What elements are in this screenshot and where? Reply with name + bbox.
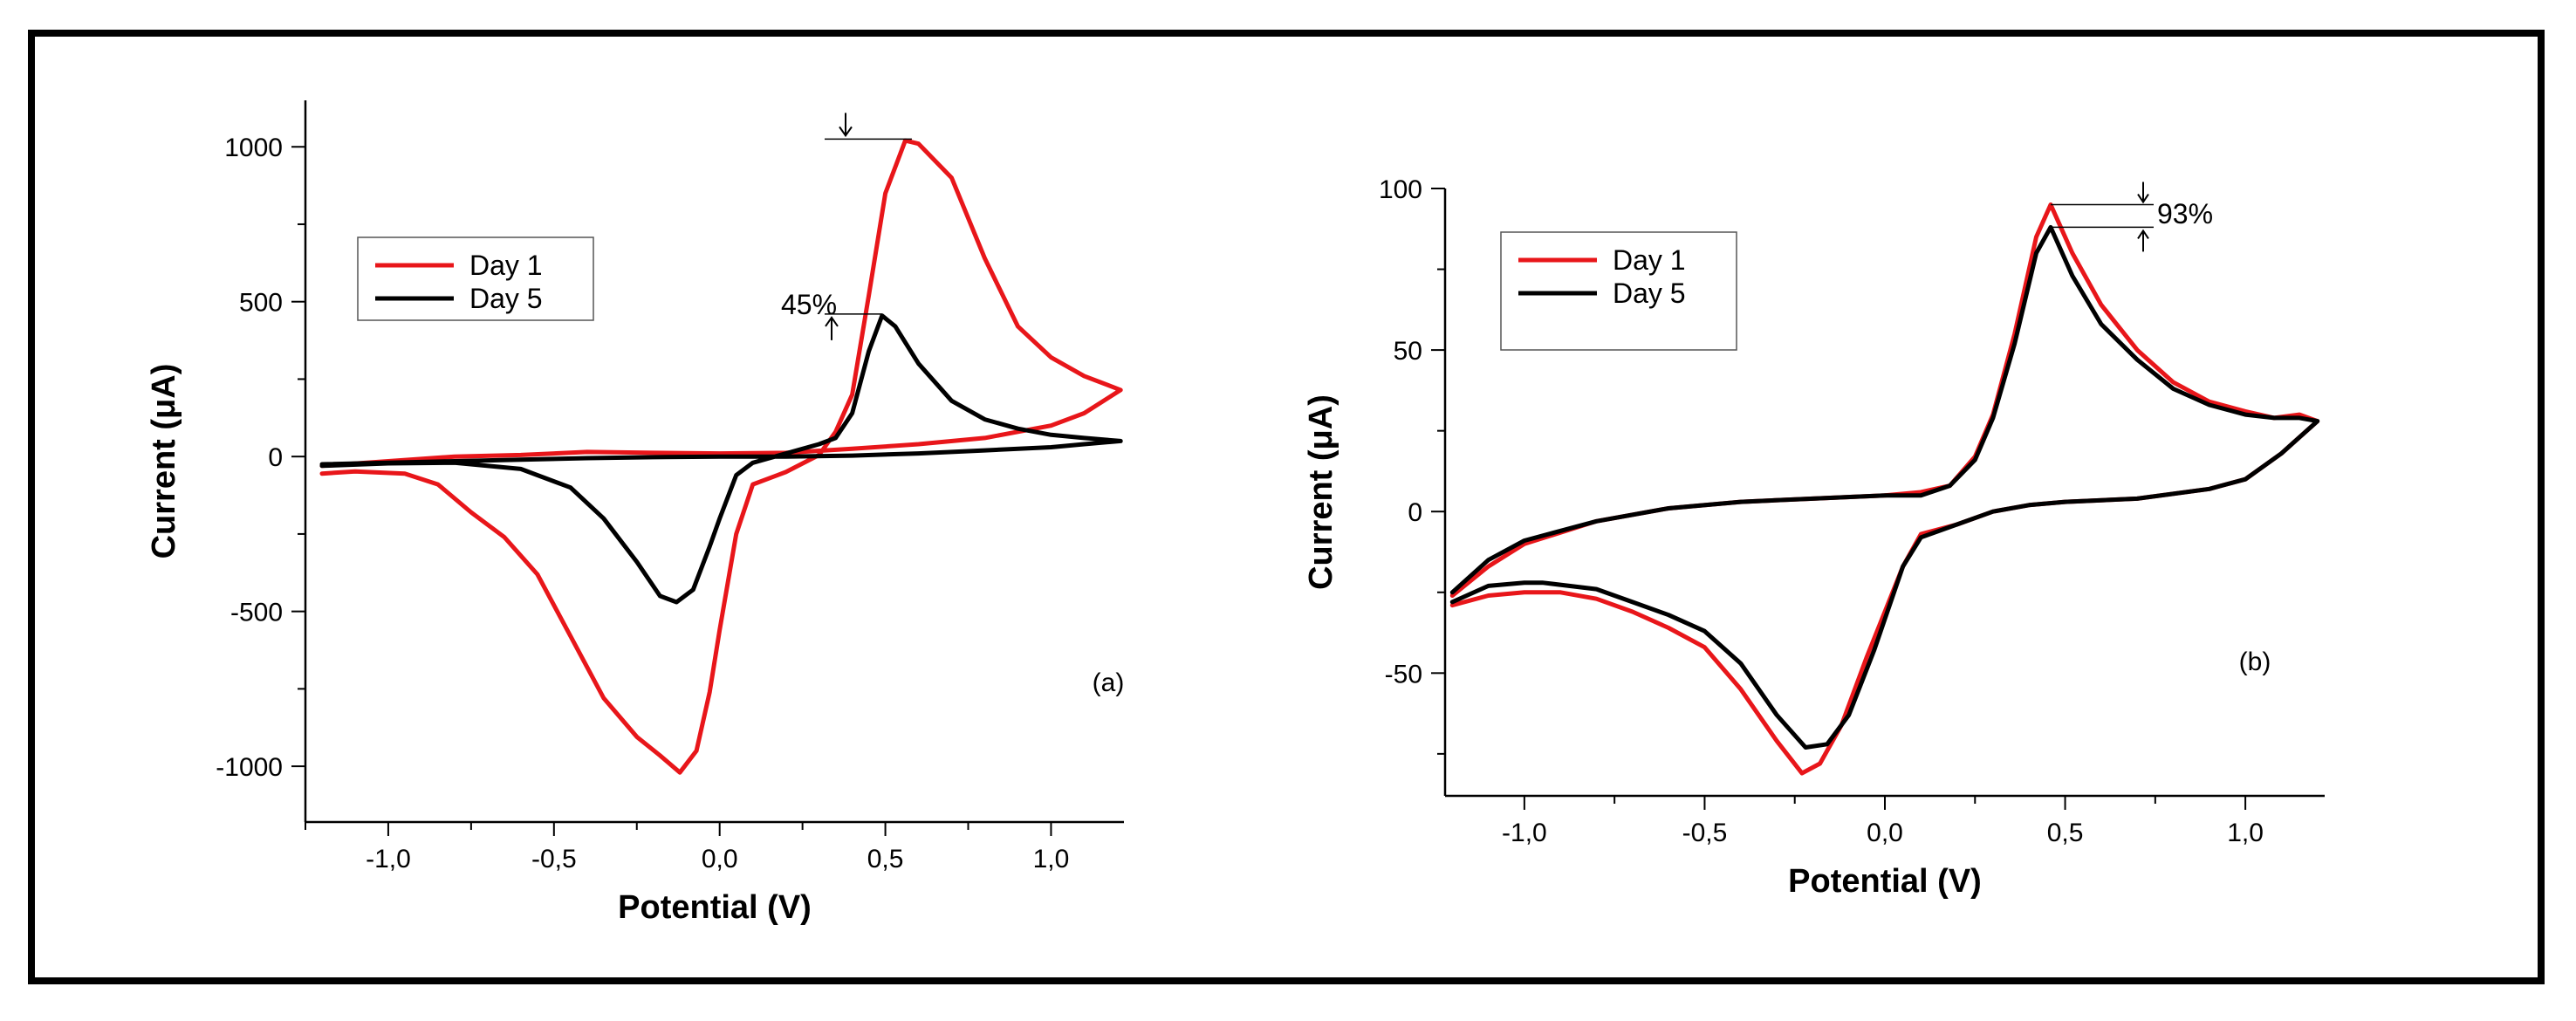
x-tick-label: -1,0 (1502, 819, 1547, 847)
x-axis-title: Potential (V) (618, 889, 812, 926)
panel-label: (a) (1093, 668, 1125, 697)
x-tick-label: 1,0 (2227, 819, 2264, 847)
y-tick-label: 500 (239, 289, 283, 318)
y-tick-label: 50 (1394, 337, 1422, 366)
percent-annotation: 93% (2157, 198, 2213, 230)
percent-annotation: 45% (781, 289, 837, 320)
legend-label: Day 5 (469, 283, 543, 314)
y-tick-label: -1000 (216, 753, 283, 782)
y-tick-label: 1000 (224, 134, 283, 162)
x-axis-title: Potential (V) (1788, 863, 1982, 900)
figure-frame: -1,0 -0,5 0,0 0,5 1,0 -1000 -500 0 500 1000 Potent… (28, 30, 2545, 984)
down-arrow-icon (839, 113, 853, 138)
y-tick-label: 100 (1379, 175, 1422, 204)
x-tick-label: 0,5 (867, 845, 904, 874)
y-axis-title: Current (μA) (1303, 394, 1339, 590)
x-tick-label: 0,5 (2047, 819, 2084, 847)
y-axis-title: Current (μA) (146, 364, 182, 559)
y-tick-label: -50 (1385, 660, 1422, 689)
annotation: 45% (781, 113, 912, 340)
x-tick-label: -1,0 (366, 845, 411, 874)
figure-svg: -1,0 -0,5 0,0 0,5 1,0-1000-50005001000Potent… (146, 100, 2325, 926)
x-tick-label: 0,0 (1867, 819, 1903, 847)
up-arrow-icon (2137, 229, 2149, 252)
down-arrow-icon (2137, 182, 2149, 204)
y-tick-label: -500 (230, 599, 283, 627)
up-arrow-icon (825, 316, 839, 340)
legend-label: Day 5 (1613, 278, 1686, 309)
x-tick-label: -0,5 (1682, 819, 1728, 847)
series-line-day-5 (1449, 224, 2320, 750)
y-tick-label: 0 (268, 443, 283, 472)
legend-label: Day 1 (469, 250, 543, 281)
series-line-day-5 (319, 313, 1123, 605)
chart-panel-b: -1,0 -0,5 0,0 0,5 1,0 -50 0 50 100 Potential (V) C… (1303, 175, 2325, 900)
y-tick-label: 0 (1408, 498, 1422, 527)
panel-label: (b) (2239, 648, 2271, 676)
annotation: 93% (2051, 182, 2213, 252)
x-tick-label: 1,0 (1033, 845, 1070, 874)
x-tick-label: -0,5 (531, 845, 577, 874)
chart-panel-a: -1,0 -0,5 0,0 0,5 1,0 -1000 -500 0 500 1000 Potent… (146, 100, 1124, 926)
x-tick-label: 0,0 (702, 845, 738, 874)
legend-label: Day 1 (1613, 244, 1686, 276)
legend-box (357, 236, 594, 321)
